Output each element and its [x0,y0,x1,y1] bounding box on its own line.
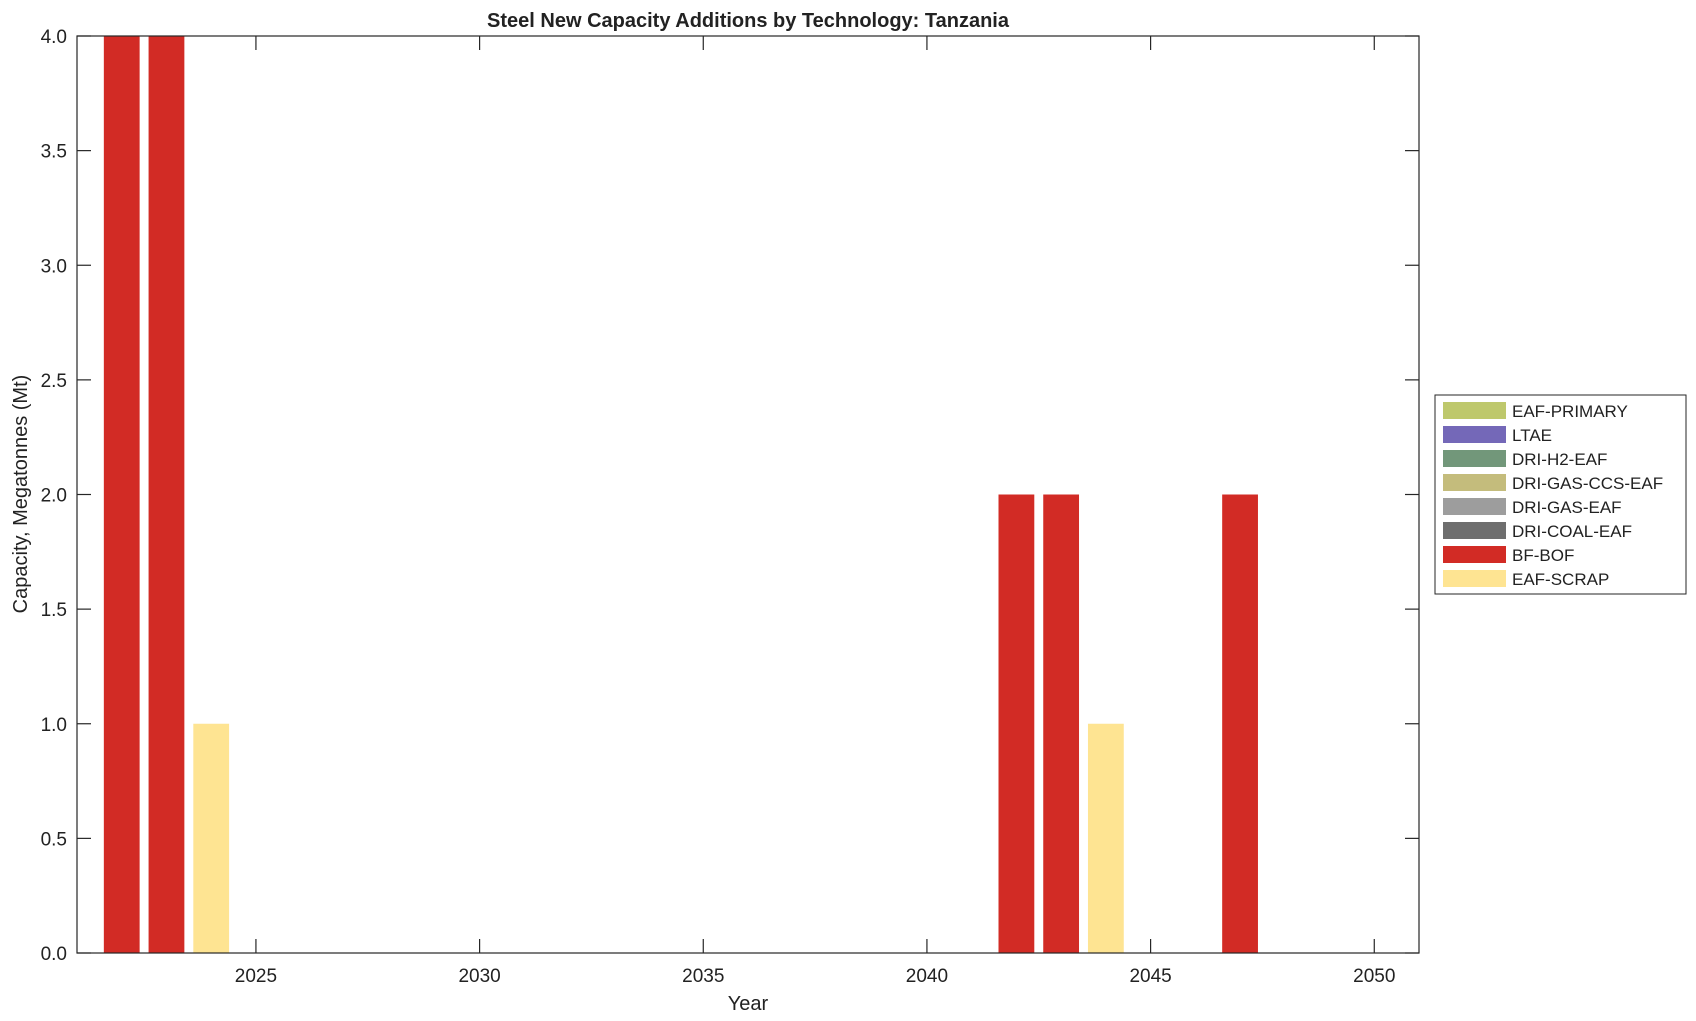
y-tick-label: 2.5 [41,371,67,392]
legend-swatch-eaf-primary [1443,402,1506,419]
y-tick-label: 1.0 [41,715,67,736]
x-axis-label: Year [728,993,769,1015]
legend-label: BF-BOF [1512,546,1574,565]
legend-label: DRI-COAL-EAF [1512,522,1632,541]
bar-bf-bof-2042 [998,494,1035,953]
x-tick-label: 2025 [235,966,277,987]
legend: EAF-PRIMARY LTAE DRI-H2-EAF DRI-GAS-CCS-EAF… [1434,394,1687,595]
y-tick-label: 1.5 [41,600,67,621]
x-tick-label: 2045 [1129,966,1171,987]
legend-label: DRI-GAS-EAF [1512,498,1622,517]
chart-title: Steel New Capacity Additions by Technolo… [487,10,1010,32]
bar-bf-bof-2043 [1043,494,1080,953]
legend-label: DRI-H2-EAF [1512,450,1607,469]
y-tick-label: 0.0 [41,944,67,965]
legend-swatch-dri-h2-eaf [1443,450,1506,467]
plot-area-frame [76,35,1420,954]
y-axis-label: Capacity, Megatonnes (Mt) [10,375,32,614]
legend-label: EAF-PRIMARY [1512,402,1628,421]
legend-label: LTAE [1512,426,1552,445]
x-tick-label: 2035 [682,966,724,987]
legend-swatch-dri-gas-eaf [1443,498,1506,515]
legend-swatch-bf-bof [1443,546,1506,563]
bar-bf-bof-2023 [148,36,185,953]
legend-label: EAF-SCRAP [1512,570,1609,589]
y-tick-label: 3.5 [41,142,67,163]
legend-swatch-ltae [1443,426,1506,443]
legend-swatch-dri-gas-ccs-eaf [1443,474,1506,491]
x-tick-label: 2030 [458,966,500,987]
bar-bf-bof-2047 [1222,494,1258,953]
legend-swatch-dri-coal-eaf [1443,522,1506,539]
y-tick-label: 3.0 [41,256,67,277]
y-tick-label: 4.0 [41,27,67,48]
x-tick-label: 2040 [906,966,948,987]
bar-eaf-scrap-2044 [1087,723,1124,953]
x-tick-label: 2050 [1353,966,1395,987]
legend-label: DRI-GAS-CCS-EAF [1512,474,1663,493]
y-tick-label: 0.5 [41,829,67,850]
bar-bf-bof-2022 [103,36,140,953]
bar-eaf-scrap-2024 [193,723,230,953]
legend-swatch-eaf-scrap [1443,570,1506,587]
y-tick-label: 2.0 [41,486,67,507]
